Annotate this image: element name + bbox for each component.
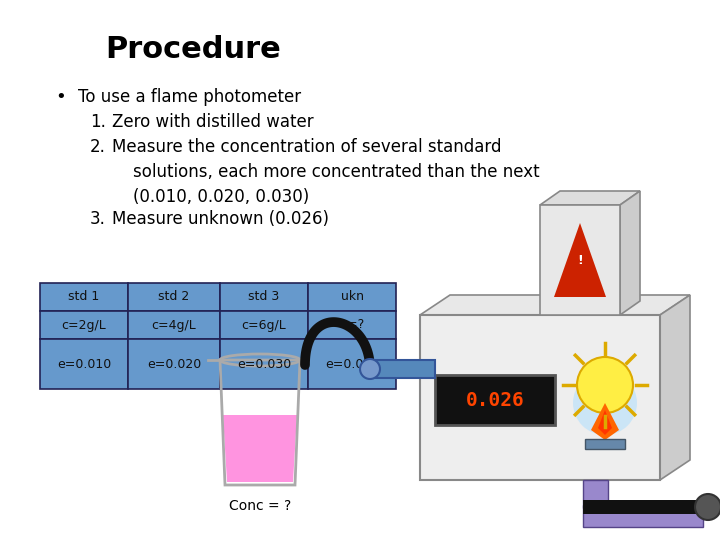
Text: e=0.026: e=0.026 <box>325 357 379 370</box>
Text: 0.026: 0.026 <box>466 390 524 409</box>
Circle shape <box>577 357 633 413</box>
Text: std 2: std 2 <box>158 291 189 303</box>
Bar <box>220 283 308 311</box>
Polygon shape <box>420 295 690 315</box>
Polygon shape <box>554 223 606 297</box>
Text: Zero with distilled water: Zero with distilled water <box>112 113 314 131</box>
Bar <box>40 311 128 339</box>
Text: e=0.020: e=0.020 <box>147 357 201 370</box>
Text: !: ! <box>577 253 583 267</box>
Text: e=0.030: e=0.030 <box>237 357 291 370</box>
Circle shape <box>573 371 637 435</box>
Bar <box>540 205 620 315</box>
Polygon shape <box>540 191 640 205</box>
Bar <box>583 500 708 514</box>
Text: c=4g/L: c=4g/L <box>152 319 197 332</box>
Text: Conc = ?: Conc = ? <box>229 499 291 513</box>
Circle shape <box>695 494 720 520</box>
Bar <box>40 283 128 311</box>
Text: Measure the concentration of several standard
    solutions, each more concentra: Measure the concentration of several sta… <box>112 138 539 206</box>
Polygon shape <box>591 403 619 440</box>
Text: e=0.010: e=0.010 <box>57 357 111 370</box>
Bar <box>308 339 396 389</box>
Bar <box>220 339 308 389</box>
Bar <box>40 339 128 389</box>
Text: std 1: std 1 <box>68 291 99 303</box>
Text: c=6g/L: c=6g/L <box>242 319 287 332</box>
Circle shape <box>360 359 380 379</box>
Polygon shape <box>660 295 690 480</box>
Text: c=?: c=? <box>340 319 364 332</box>
Bar <box>583 480 608 508</box>
Text: Procedure: Procedure <box>105 35 281 64</box>
Text: ukn: ukn <box>341 291 364 303</box>
Bar <box>583 505 703 527</box>
Polygon shape <box>598 410 612 435</box>
Text: •: • <box>55 88 66 106</box>
Bar <box>370 360 435 378</box>
Text: 1.: 1. <box>90 113 106 131</box>
Bar <box>220 311 308 339</box>
Bar <box>128 339 220 389</box>
Polygon shape <box>620 191 640 315</box>
Polygon shape <box>223 415 297 482</box>
Bar <box>308 283 396 311</box>
Bar <box>420 315 660 480</box>
Bar <box>308 311 396 339</box>
Bar <box>435 375 555 425</box>
Text: To use a flame photometer: To use a flame photometer <box>78 88 301 106</box>
Bar <box>585 439 625 449</box>
Bar <box>128 283 220 311</box>
Text: c=2g/L: c=2g/L <box>62 319 107 332</box>
Text: Measure unknown (0.026): Measure unknown (0.026) <box>112 210 329 228</box>
Bar <box>128 311 220 339</box>
Text: std 3: std 3 <box>248 291 279 303</box>
Text: 2.: 2. <box>90 138 106 156</box>
Text: 3.: 3. <box>90 210 106 228</box>
